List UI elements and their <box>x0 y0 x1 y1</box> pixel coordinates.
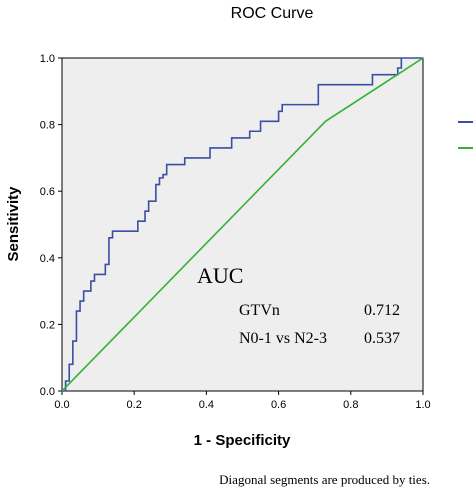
x-tick-label: 0.0 <box>54 399 69 411</box>
y-tick-label: 0.6 <box>40 186 55 198</box>
auc-label-gtvn: GTVn <box>239 302 280 319</box>
y-axis-title: Sensitivity <box>5 186 22 262</box>
roc-curve-gtvn <box>62 57 423 392</box>
auc-heading: AUC <box>197 263 243 288</box>
x-tick-label: 0.2 <box>127 399 142 411</box>
y-tick-label: 0.8 <box>40 120 55 132</box>
auc-label-n-stage: N0-1 vs N2-3 <box>239 330 327 347</box>
y-axis: 0.0 0.2 0.4 0.6 0.8 1.0 <box>40 53 62 398</box>
footnote: Diagonal segments are produced by ties. <box>219 472 430 487</box>
chart-title: ROC Curve <box>231 5 314 22</box>
x-tick-label: 1.0 <box>415 399 430 411</box>
x-axis: 0.0 0.2 0.4 0.6 0.8 1.0 <box>54 391 431 411</box>
plot-area <box>61 57 424 392</box>
roc-curve-n-stage <box>61 57 424 392</box>
series-layer <box>61 57 424 392</box>
legend <box>458 121 473 149</box>
y-tick-label: 0.4 <box>40 253 55 265</box>
auc-value-n-stage: 0.537 <box>364 330 400 347</box>
x-tick-label: 0.8 <box>343 399 358 411</box>
x-axis-title: 1 - Specificity <box>194 432 291 449</box>
x-tick-label: 0.4 <box>199 399 214 411</box>
auc-value-gtvn: 0.712 <box>364 302 400 319</box>
y-tick-label: 0.0 <box>40 386 55 398</box>
y-tick-label: 0.2 <box>40 319 55 331</box>
x-tick-label: 0.6 <box>271 399 286 411</box>
y-tick-label: 1.0 <box>40 53 55 65</box>
